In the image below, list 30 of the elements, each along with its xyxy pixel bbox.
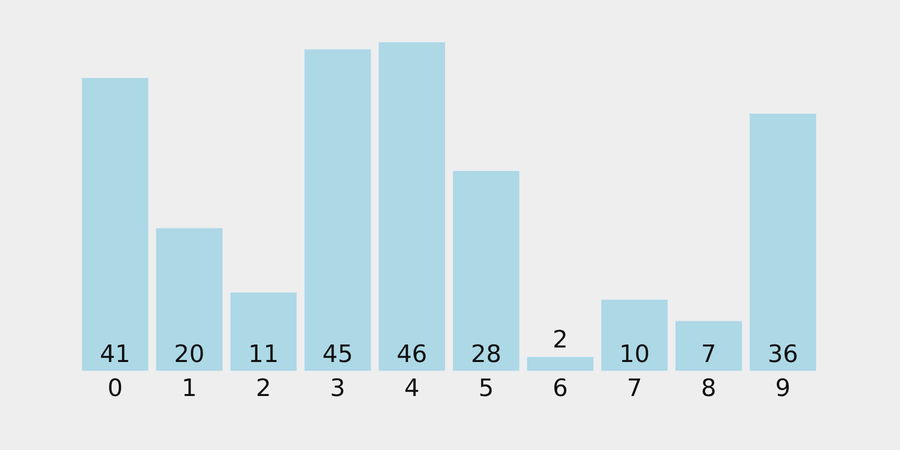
bar [526, 356, 594, 371]
data-label: 45 [322, 340, 353, 368]
bar [81, 78, 149, 371]
data-label: 36 [768, 340, 798, 368]
x-tick-label: 3 [330, 374, 346, 402]
data-label: 41 [100, 340, 130, 368]
x-tick-label: 2 [256, 374, 272, 402]
data-label: 20 [174, 340, 205, 368]
x-tick-label: 0 [107, 374, 123, 402]
bar [452, 170, 520, 371]
bar [675, 320, 742, 371]
data-label: 28 [470, 340, 502, 368]
bar [378, 42, 446, 371]
bar [749, 113, 817, 371]
data-label: 7 [701, 340, 716, 368]
data-label: 10 [619, 340, 650, 368]
x-tick-label: 1 [182, 374, 197, 402]
x-tick-label: 8 [701, 374, 716, 402]
data-label: 11 [248, 340, 279, 368]
x-tick-label: 6 [552, 374, 568, 402]
x-tick-label: 5 [478, 374, 494, 402]
bar [304, 48, 372, 371]
bar [230, 292, 298, 371]
data-label: 2 [552, 326, 568, 354]
bar [600, 299, 668, 371]
x-tick-label: 7 [626, 374, 642, 402]
x-tick-label: 9 [775, 374, 791, 402]
x-tick-label: 4 [404, 374, 420, 402]
bar [156, 228, 223, 371]
data-label: 46 [396, 340, 428, 368]
